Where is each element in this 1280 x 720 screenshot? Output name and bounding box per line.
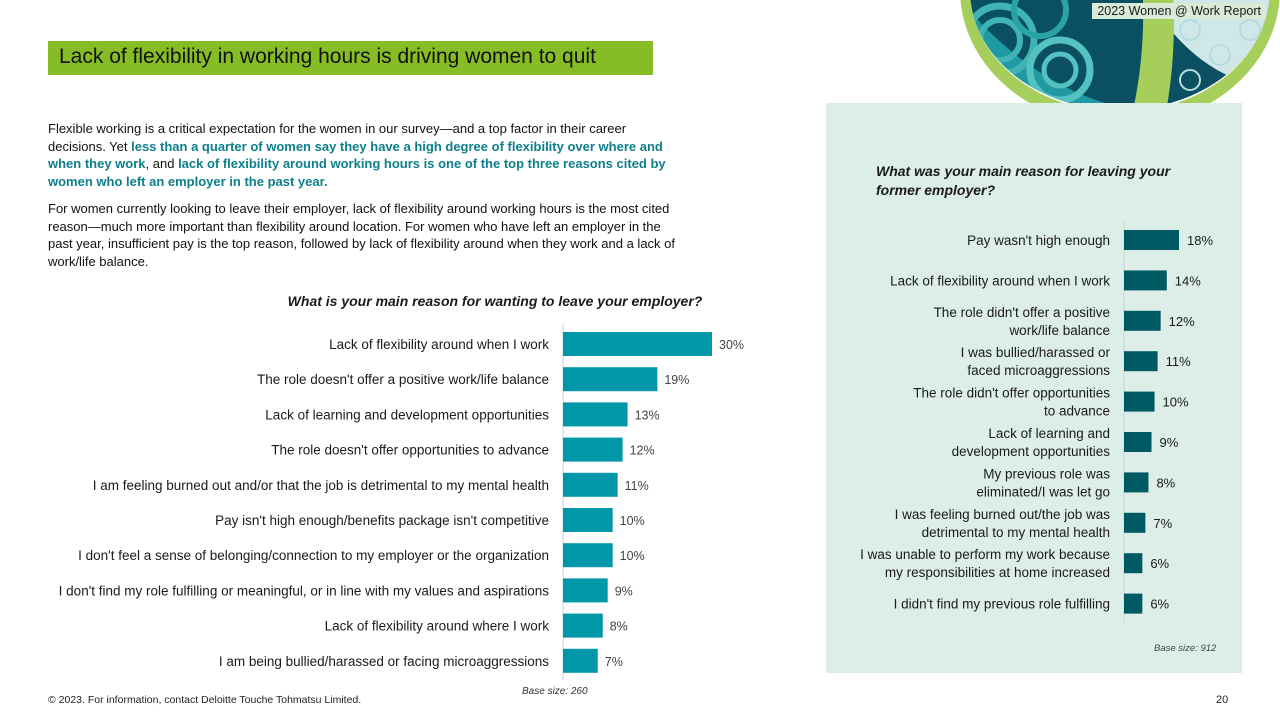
right-value-label: 10%: [1163, 395, 1189, 410]
left-category-label: The role doesn't offer opportunities to …: [271, 443, 549, 458]
left-chart-title: What is your main reason for wanting to …: [287, 293, 703, 309]
right-category-label: I was feeling burned out/the job was detr…: [895, 507, 1111, 540]
right-bar: [1124, 593, 1143, 614]
left-value-label: 30%: [719, 338, 744, 352]
left-value-label: 9%: [615, 584, 633, 598]
right-value-label: 6%: [1150, 597, 1169, 612]
left-bar: [563, 472, 618, 497]
page-title-bar: Lack of flexibility in working hours is …: [48, 41, 653, 75]
left-value-label: 10%: [620, 514, 645, 528]
right-category-label: The role didn't offer a positive work/lif…: [934, 305, 1110, 338]
right-chart-title: What was your main reason for leaving yo…: [876, 163, 1171, 198]
left-bar: [563, 437, 623, 462]
left-bar: [563, 332, 712, 356]
left-category-label: I am feeling burned out and/or that the …: [93, 478, 549, 493]
left-bar: [563, 543, 613, 568]
right-bar: [1124, 512, 1146, 533]
footer-copyright: © 2023. For information, contact Deloitt…: [48, 694, 362, 706]
right-value-label: 9%: [1160, 435, 1179, 450]
right-bar: [1124, 270, 1167, 291]
right-bar: [1124, 230, 1179, 250]
left-bar: [563, 402, 628, 427]
intro-paragraph-2: For women currently looking to leave the…: [48, 201, 675, 269]
report-tag: 2023 Women @ Work Report: [1092, 3, 1266, 19]
left-bar: [563, 613, 603, 638]
right-category-label: Pay wasn't high enough: [967, 233, 1110, 248]
left-value-label: 11%: [625, 479, 649, 493]
left-bar: [563, 578, 608, 603]
left-category-label: I am being bullied/harassed or facing mi…: [219, 654, 549, 669]
right-value-label: 7%: [1153, 516, 1172, 531]
right-value-label: 8%: [1156, 475, 1175, 490]
right-category-label: I didn't find my previous role fulfillin…: [894, 597, 1110, 612]
right-value-label: 14%: [1175, 273, 1201, 288]
highlight-text: lack of flexibility around working hours…: [48, 156, 666, 189]
right-bar: [1124, 351, 1158, 372]
right-value-label: 18%: [1187, 233, 1213, 248]
right-value-label: 11%: [1166, 354, 1191, 369]
left-value-label: 7%: [605, 655, 623, 669]
right-category-label: I was unable to perform my work because m…: [860, 547, 1110, 580]
right-category-label: Lack of learning and development opportun…: [952, 426, 1111, 459]
right-value-label: 12%: [1169, 314, 1195, 329]
right-base-size: Base size: 912: [1154, 643, 1217, 654]
page-number: 20: [1216, 694, 1229, 706]
right-bar: [1124, 553, 1143, 574]
left-category-label: I don't feel a sense of belonging/connec…: [78, 548, 549, 563]
highlight-text: less than a quarter of women say they ha…: [48, 138, 663, 172]
left-base-size: Base size: 260: [522, 686, 588, 697]
left-bar-chart: Lack of flexibility around when I work 30…: [59, 324, 744, 680]
right-panel: [826, 103, 1242, 673]
right-category-label: My previous role was eliminated/I was let…: [976, 466, 1110, 499]
left-value-label: 13%: [635, 408, 660, 422]
right-bar: [1124, 391, 1155, 412]
left-category-label: Lack of learning and development opportu…: [265, 407, 549, 422]
right-value-label: 6%: [1150, 556, 1169, 571]
right-category-label: Lack of flexibility around when I work: [890, 273, 1110, 288]
left-bar: [563, 508, 613, 532]
left-value-label: 10%: [620, 549, 645, 563]
right-bar: [1124, 310, 1161, 331]
right-bar: [1124, 432, 1152, 452]
right-category-label: The role didn't offer opportunities to ad…: [913, 386, 1110, 419]
left-category-label: Lack of flexibility around when I work: [329, 337, 549, 352]
right-bar: [1124, 472, 1149, 493]
left-category-label: Lack of flexibility around where I work: [325, 619, 550, 634]
intro-paragraph-1: Flexible working is a critical expectati…: [48, 121, 666, 189]
right-bar-chart: Pay wasn't high enough 18% Lack of flexibi…: [860, 222, 1213, 623]
page-title: Lack of flexibility in working hours is …: [59, 45, 596, 68]
left-category-label: I don't find my role fulfilling or meani…: [59, 583, 550, 598]
left-value-label: 19%: [664, 373, 689, 387]
left-bar: [563, 367, 658, 392]
left-value-label: 12%: [630, 444, 655, 458]
left-bar: [563, 648, 598, 673]
left-value-label: 8%: [610, 620, 628, 634]
left-category-label: The role doesn't offer a positive work/l…: [257, 372, 549, 387]
right-category-label: I was bullied/harassed or faced microaggr…: [961, 345, 1111, 378]
left-category-label: Pay isn't high enough/benefits package i…: [215, 513, 549, 528]
